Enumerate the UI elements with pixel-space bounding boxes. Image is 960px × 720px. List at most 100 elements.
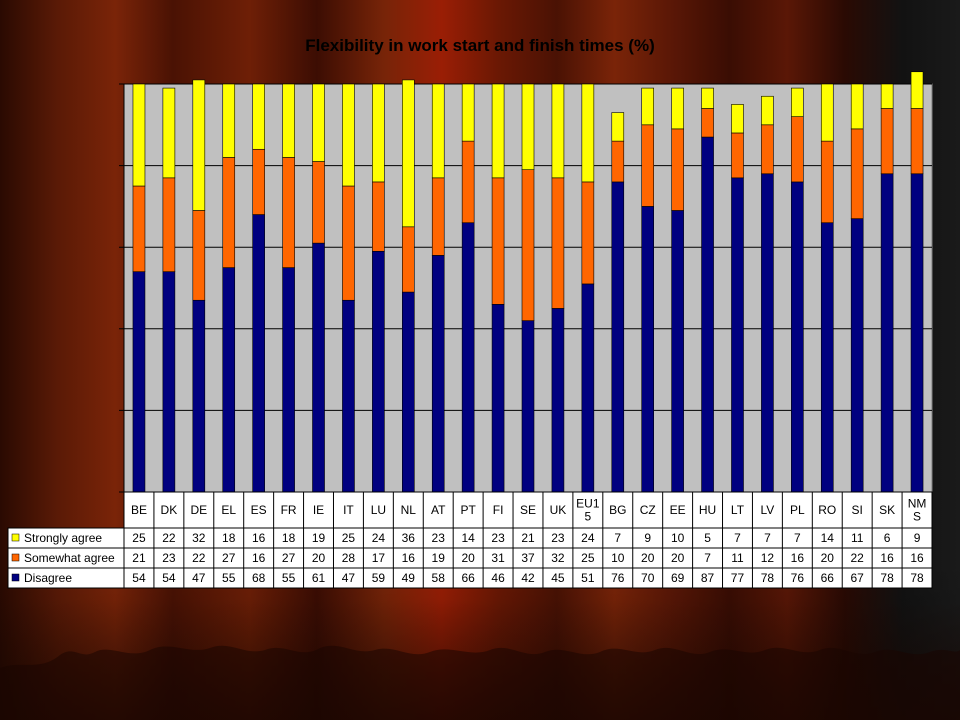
bar-strongly-agree-be: [132, 83, 146, 187]
bar-somewhat-agree-el: [222, 157, 236, 268]
tick-label-lu: LU: [371, 503, 386, 517]
bar-disagree-se: [521, 320, 535, 493]
data-label-strongly-agree-se: 21: [521, 531, 535, 545]
data-label-somewhat-agree-el: 27: [222, 551, 236, 565]
bar-strongly-agree-si: [850, 83, 864, 130]
data-label-strongly-agree-es: 16: [252, 531, 266, 545]
bar-strongly-agree-fr: [282, 83, 295, 158]
bar-disagree-cz: [641, 206, 655, 493]
bar-somewhat-agree-uk: [551, 177, 565, 309]
data-label-somewhat-agree-de: 22: [192, 551, 206, 565]
bar-disagree-uk: [551, 308, 565, 493]
bar-disagree-de: [192, 299, 206, 493]
bar-strongly-agree-es: [252, 83, 265, 150]
data-label-disagree-fr: 55: [282, 571, 296, 585]
legend-swatch-somewhat-agree: [11, 553, 20, 562]
bar-disagree-nms: [910, 173, 924, 493]
bar-somewhat-agree-sk: [880, 108, 894, 175]
tick-label-nl: NL: [401, 503, 417, 517]
curtain-fringe: [0, 645, 960, 720]
data-label-somewhat-agree-ro: 20: [821, 551, 835, 565]
data-table: [123, 491, 933, 589]
bar-disagree-fr: [282, 267, 295, 493]
bar-disagree-it: [342, 299, 355, 493]
bar-strongly-agree-bg: [611, 112, 625, 142]
tick-label-dk: DK: [161, 503, 178, 517]
data-label-disagree-dk: 54: [162, 571, 176, 585]
data-label-somewhat-agree-it: 28: [342, 551, 356, 565]
tick-label-de: DE: [190, 503, 207, 517]
bar-strongly-agree-ie: [312, 83, 325, 162]
bar-disagree-sk: [880, 173, 894, 493]
data-label-somewhat-agree-se: 37: [521, 551, 535, 565]
bar-disagree-bg: [611, 181, 625, 493]
bar-somewhat-agree-ro: [820, 140, 834, 224]
bar-disagree-el: [222, 267, 236, 493]
bar-disagree-eu15: [581, 283, 595, 493]
data-label-somewhat-agree-be: 21: [132, 551, 146, 565]
data-label-disagree-lv: 78: [761, 571, 775, 585]
data-label-disagree-se: 42: [521, 571, 535, 585]
bar-disagree-hu: [701, 136, 714, 493]
bar-somewhat-agree-ie: [312, 161, 325, 244]
bar-disagree-es: [252, 214, 265, 493]
bar-disagree-at: [431, 255, 445, 493]
bar-somewhat-agree-se: [521, 169, 535, 321]
tick-label-nms: NM: [908, 497, 927, 511]
data-label-disagree-ie: 61: [312, 571, 326, 585]
bar-disagree-ie: [312, 242, 325, 493]
bar-somewhat-agree-at: [431, 177, 445, 256]
bar-strongly-agree-at: [431, 83, 445, 179]
bar-strongly-agree-uk: [551, 83, 565, 179]
data-label-strongly-agree-ie: 19: [312, 531, 326, 545]
bar-somewhat-agree-lv: [761, 124, 774, 175]
tick-label-fi: FI: [493, 503, 504, 517]
tick-label-eu15: EU1: [576, 497, 600, 511]
data-label-strongly-agree-lv: 7: [764, 531, 771, 545]
legend-label-disagree: Disagree: [24, 571, 72, 585]
data-label-disagree-at: 58: [432, 571, 446, 585]
data-label-disagree-eu15: 51: [581, 571, 595, 585]
tick-label-lv: LV: [761, 503, 775, 517]
data-label-strongly-agree-dk: 22: [162, 531, 176, 545]
tick-label-at: AT: [431, 503, 446, 517]
data-label-disagree-ee: 69: [671, 571, 685, 585]
bar-strongly-agree-cz: [641, 87, 655, 126]
bar-somewhat-agree-dk: [162, 177, 176, 272]
data-label-strongly-agree-nms: 9: [914, 531, 921, 545]
tick-label-el: EL: [221, 503, 236, 517]
data-label-somewhat-agree-lt: 11: [731, 551, 744, 565]
data-label-disagree-cz: 70: [641, 571, 655, 585]
bar-somewhat-agree-nl: [401, 226, 415, 293]
bar-somewhat-agree-ee: [671, 128, 684, 211]
data-label-disagree-fi: 46: [491, 571, 505, 585]
data-label-strongly-agree-fi: 23: [491, 531, 505, 545]
data-label-strongly-agree-lu: 24: [372, 531, 386, 545]
tick-label-nms: S: [913, 510, 921, 524]
data-label-strongly-agree-el: 18: [222, 531, 236, 545]
data-label-somewhat-agree-lu: 17: [372, 551, 386, 565]
data-label-somewhat-agree-sk: 16: [880, 551, 894, 565]
bar-disagree-si: [850, 218, 864, 493]
bar-somewhat-agree-pt: [461, 140, 475, 224]
data-label-disagree-pl: 76: [791, 571, 805, 585]
bar-disagree-pl: [791, 181, 804, 493]
bar-strongly-agree-dk: [162, 87, 176, 179]
tick-label-ee: EE: [670, 503, 686, 517]
data-label-strongly-agree-de: 32: [192, 531, 206, 545]
data-label-strongly-agree-at: 23: [432, 531, 446, 545]
bar-somewhat-agree-fi: [491, 177, 505, 305]
data-label-somewhat-agree-es: 16: [252, 551, 266, 565]
legend-swatch-disagree: [11, 573, 20, 582]
bar-disagree-ro: [820, 222, 834, 493]
data-label-strongly-agree-uk: 23: [551, 531, 565, 545]
bar-disagree-ee: [671, 210, 684, 493]
data-label-somewhat-agree-nl: 16: [402, 551, 416, 565]
bar-disagree-pt: [461, 222, 475, 493]
bar-strongly-agree-nms: [910, 71, 924, 109]
data-label-strongly-agree-fr: 18: [282, 531, 296, 545]
data-label-strongly-agree-be: 25: [132, 531, 146, 545]
tick-label-eu15: 5: [585, 510, 592, 524]
data-label-somewhat-agree-uk: 32: [551, 551, 565, 565]
